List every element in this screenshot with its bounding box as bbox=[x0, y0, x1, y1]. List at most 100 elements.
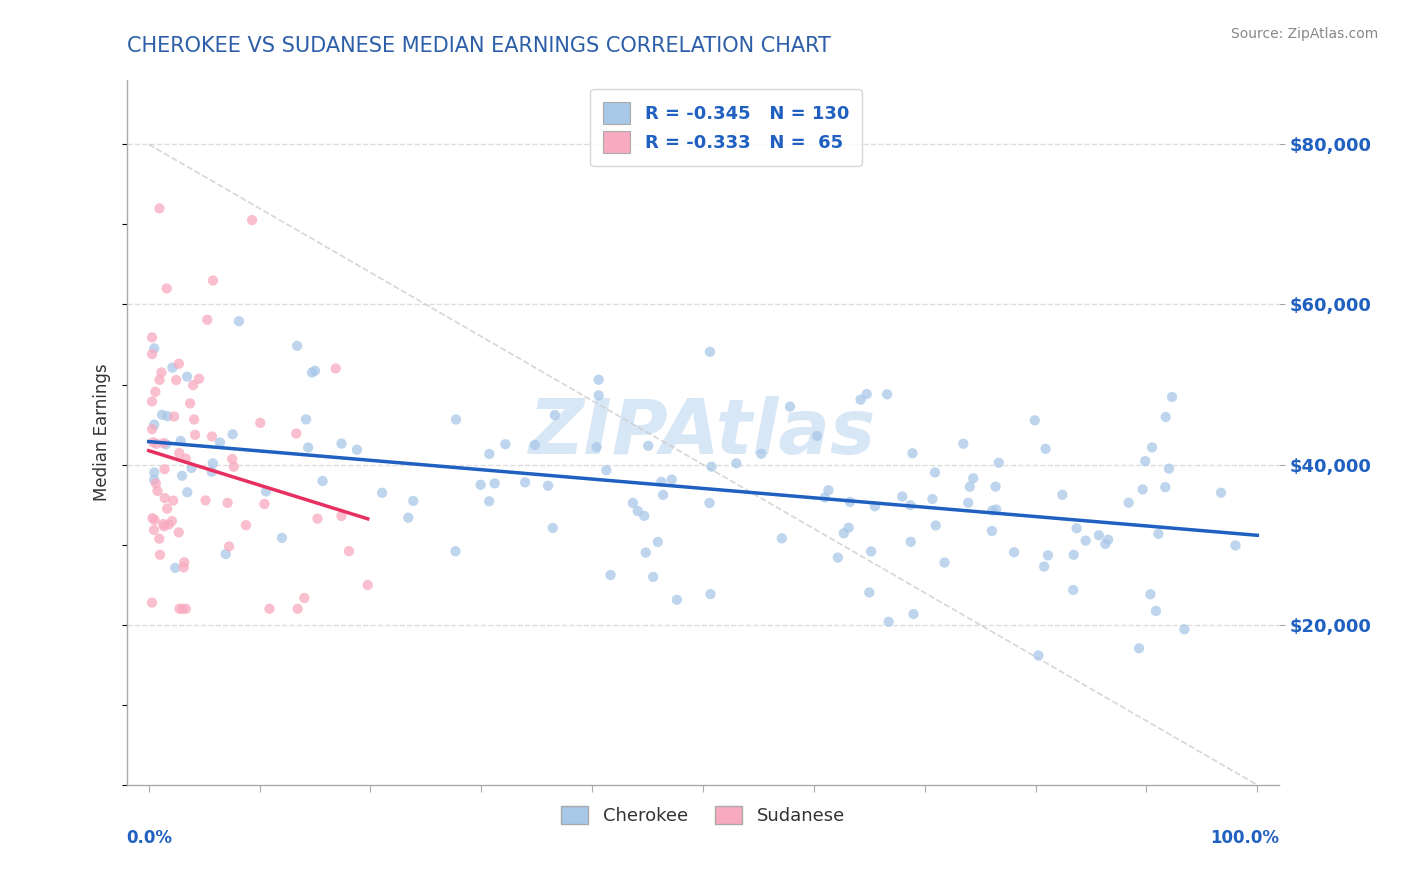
Point bbox=[494, 437, 516, 451]
Point bbox=[235, 518, 257, 533]
Point bbox=[141, 330, 163, 344]
Point bbox=[699, 496, 721, 510]
Point bbox=[984, 480, 1007, 494]
Point bbox=[595, 463, 617, 477]
Point bbox=[860, 544, 883, 558]
Point bbox=[650, 475, 672, 489]
Point bbox=[152, 517, 174, 532]
Point bbox=[877, 615, 900, 629]
Point bbox=[167, 357, 190, 371]
Point bbox=[1036, 549, 1059, 563]
Point bbox=[297, 441, 319, 455]
Point bbox=[141, 394, 163, 409]
Point bbox=[179, 396, 201, 410]
Point bbox=[254, 484, 277, 499]
Point bbox=[599, 568, 621, 582]
Point bbox=[1157, 461, 1180, 475]
Point bbox=[304, 364, 326, 378]
Point bbox=[152, 436, 174, 450]
Point bbox=[201, 429, 224, 443]
Point bbox=[396, 510, 419, 524]
Point bbox=[986, 502, 1008, 516]
Point bbox=[957, 496, 980, 510]
Point bbox=[1066, 521, 1088, 535]
Point bbox=[311, 474, 333, 488]
Point bbox=[925, 518, 948, 533]
Point bbox=[145, 437, 167, 451]
Point bbox=[153, 491, 176, 505]
Point bbox=[143, 513, 166, 527]
Point bbox=[849, 392, 872, 407]
Point bbox=[1140, 441, 1163, 455]
Point bbox=[1024, 413, 1046, 427]
Point bbox=[176, 369, 198, 384]
Point bbox=[770, 532, 793, 546]
Point bbox=[217, 496, 239, 510]
Point bbox=[162, 360, 184, 375]
Point bbox=[478, 447, 501, 461]
Y-axis label: Median Earnings: Median Earnings bbox=[93, 364, 111, 501]
Point bbox=[444, 544, 467, 558]
Point bbox=[814, 491, 837, 505]
Point bbox=[1225, 538, 1247, 552]
Point bbox=[1094, 537, 1116, 551]
Point bbox=[444, 412, 467, 426]
Point bbox=[1033, 559, 1056, 574]
Point bbox=[330, 508, 353, 523]
Point bbox=[165, 373, 187, 387]
Point bbox=[170, 468, 193, 483]
Point bbox=[876, 387, 898, 401]
Text: 0.0%: 0.0% bbox=[127, 830, 173, 847]
Point bbox=[346, 442, 368, 457]
Point bbox=[934, 556, 956, 570]
Point bbox=[981, 503, 1004, 517]
Point bbox=[173, 560, 195, 574]
Point bbox=[201, 456, 224, 470]
Point bbox=[1128, 641, 1150, 656]
Point bbox=[287, 602, 309, 616]
Point bbox=[249, 416, 271, 430]
Point bbox=[143, 523, 166, 537]
Point bbox=[301, 366, 323, 380]
Point bbox=[188, 372, 211, 386]
Point bbox=[1161, 390, 1184, 404]
Point bbox=[1035, 442, 1057, 456]
Point bbox=[537, 479, 560, 493]
Point bbox=[240, 213, 263, 227]
Point bbox=[1028, 648, 1050, 663]
Point bbox=[285, 426, 308, 441]
Point bbox=[141, 347, 163, 361]
Text: 100.0%: 100.0% bbox=[1211, 830, 1279, 847]
Point bbox=[1088, 528, 1111, 542]
Point bbox=[652, 488, 675, 502]
Point bbox=[637, 439, 659, 453]
Point bbox=[962, 471, 984, 485]
Point bbox=[148, 373, 170, 387]
Point bbox=[271, 531, 294, 545]
Point bbox=[585, 440, 607, 454]
Point bbox=[647, 535, 669, 549]
Point bbox=[167, 525, 190, 540]
Point bbox=[169, 602, 191, 616]
Point bbox=[665, 592, 688, 607]
Point bbox=[987, 456, 1010, 470]
Point bbox=[817, 483, 839, 498]
Point bbox=[221, 427, 243, 442]
Point bbox=[292, 591, 315, 605]
Point bbox=[156, 409, 179, 424]
Point bbox=[1063, 548, 1085, 562]
Point bbox=[253, 497, 276, 511]
Point bbox=[150, 366, 173, 380]
Point bbox=[325, 361, 347, 376]
Point bbox=[891, 490, 914, 504]
Point bbox=[141, 422, 163, 436]
Point bbox=[146, 483, 169, 498]
Point bbox=[174, 451, 197, 466]
Point bbox=[1132, 483, 1154, 497]
Point bbox=[1173, 622, 1195, 636]
Point bbox=[1209, 485, 1232, 500]
Point bbox=[1144, 604, 1167, 618]
Point bbox=[832, 526, 855, 541]
Point bbox=[337, 544, 360, 558]
Legend: Cherokee, Sudanese: Cherokee, Sudanese bbox=[554, 798, 852, 832]
